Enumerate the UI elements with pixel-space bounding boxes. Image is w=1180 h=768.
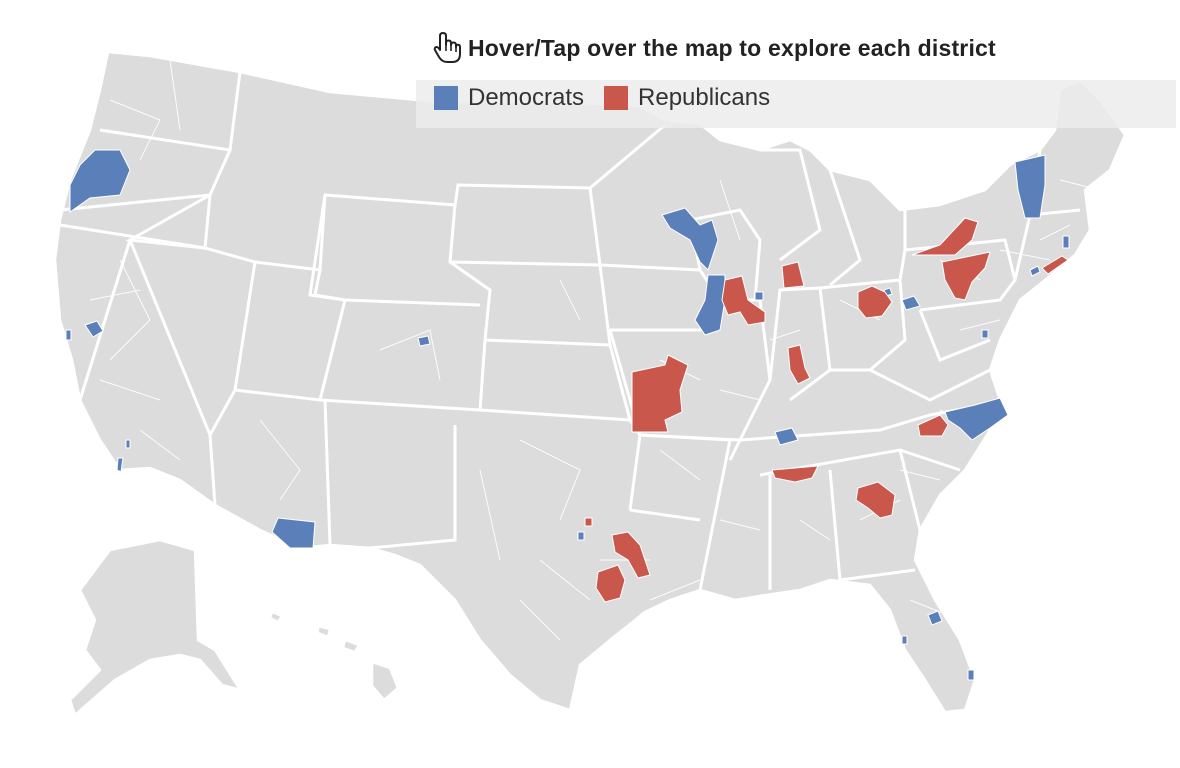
district-nc-central[interactable]	[944, 397, 1009, 441]
republicans-swatch	[604, 86, 629, 110]
district-tn-middle[interactable]	[774, 427, 799, 446]
district-ia-east[interactable]	[694, 274, 726, 336]
district-co-denver[interactable]	[417, 335, 431, 347]
district-al-north[interactable]	[771, 465, 819, 483]
district-tx-dallas[interactable]	[611, 531, 651, 579]
district-il-chicago[interactable]	[754, 291, 764, 301]
legend-item-republicans: Republicans	[604, 84, 770, 112]
district-fl-south[interactable]	[967, 669, 975, 681]
highlighted-districts	[65, 149, 1070, 681]
district-ca-sacramento[interactable]	[84, 320, 104, 338]
alaska-shape[interactable]	[68, 538, 242, 717]
district-pa-central[interactable]	[941, 251, 991, 301]
map-instruction: Hover/Tap over the map to explore each d…	[432, 30, 996, 66]
district-or-4[interactable]	[69, 149, 131, 213]
legend: Democrats Republicans	[416, 80, 1176, 128]
district-pa-north[interactable]	[911, 217, 979, 256]
district-tx-central[interactable]	[595, 564, 626, 603]
democrats-swatch	[434, 86, 458, 110]
district-ri-1[interactable]	[1062, 235, 1070, 249]
instruction-text: Hover/Tap over the map to explore each d…	[468, 34, 996, 61]
district-mo-west[interactable]	[631, 354, 689, 433]
legend-label-republicans: Republicans	[638, 84, 771, 111]
state-borders	[59, 71, 1081, 591]
district-fl-central[interactable]	[901, 610, 943, 645]
district-vt-al[interactable]	[1014, 154, 1046, 219]
district-ga-central[interactable]	[855, 481, 896, 519]
district-md-dc[interactable]	[981, 265, 1041, 339]
district-in-central[interactable]	[787, 344, 811, 385]
district-tx-north[interactable]	[577, 531, 585, 541]
district-ny-long-island[interactable]	[1041, 255, 1069, 275]
district-il-north[interactable]	[721, 275, 766, 326]
hawaii-shape[interactable]	[268, 610, 400, 702]
district-az-south[interactable]	[271, 517, 316, 549]
district-mi-west[interactable]	[781, 261, 805, 289]
district-tx-north-r[interactable]	[584, 517, 593, 527]
district-oh-north[interactable]	[857, 285, 893, 319]
district-wi-west[interactable]	[661, 207, 719, 271]
district-ca-la[interactable]	[116, 439, 131, 473]
legend-item-democrats: Democrats	[434, 84, 584, 112]
district-va-west[interactable]	[917, 414, 949, 437]
pointing-hand-icon	[433, 32, 461, 63]
district-ca-north-bay[interactable]	[65, 329, 72, 341]
legend-label-democrats: Democrats	[468, 84, 585, 111]
